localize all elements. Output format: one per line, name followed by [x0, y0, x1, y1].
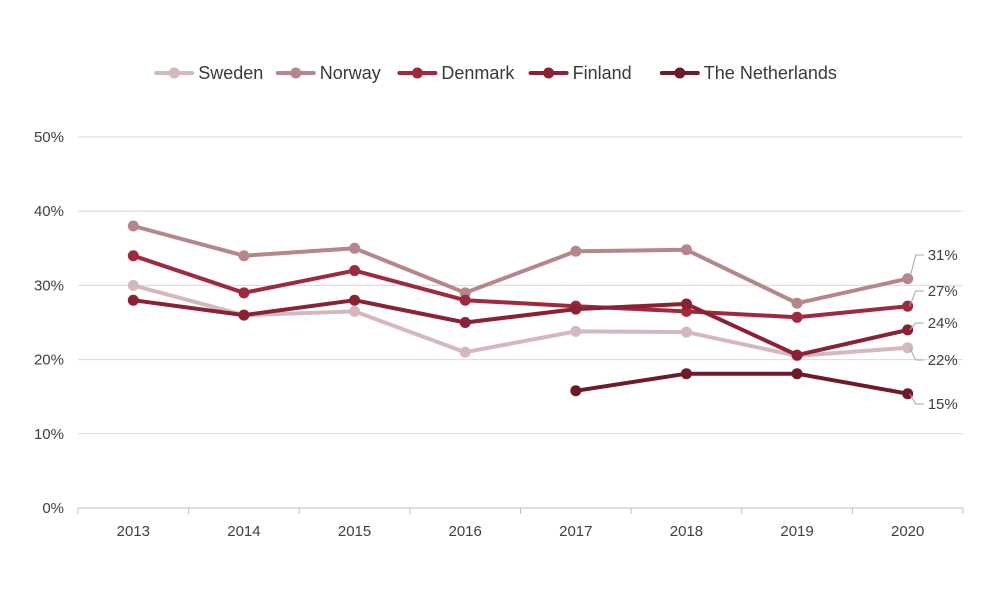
- data-point-denmark: [349, 265, 361, 277]
- series-line-sweden: [131, 283, 910, 358]
- data-point-denmark: [127, 250, 139, 262]
- data-point-norway: [902, 273, 914, 285]
- data-point-norway: [570, 245, 582, 257]
- legend-label: Denmark: [441, 63, 515, 83]
- data-point-sweden: [349, 305, 361, 317]
- data-point-finland: [349, 294, 361, 306]
- end-label-sweden: 22%: [928, 352, 958, 369]
- data-point-denmark: [459, 294, 471, 306]
- series-lines: [127, 220, 914, 400]
- data-point-the-netherlands: [902, 388, 914, 400]
- leader-line-sweden: [909, 347, 924, 361]
- data-point-finland: [902, 324, 914, 336]
- data-point-norway: [680, 244, 692, 256]
- axes: 0% 10% 20% 30% 40% 50% 2013 2014 2015 2016 2017 201…: [34, 129, 964, 540]
- data-point-norway: [127, 220, 139, 232]
- x-tick-label: 2019: [780, 523, 813, 540]
- data-point-norway: [349, 242, 361, 254]
- series-line-finland: [131, 298, 910, 358]
- legend-swatch-marker: [674, 67, 686, 79]
- legend-item-denmark: Denmark: [397, 63, 515, 83]
- series-line-norway: [131, 224, 910, 306]
- x-tick-label: 2016: [449, 523, 482, 540]
- y-tick-label: 0%: [42, 500, 64, 517]
- leader-line-finland: [909, 322, 924, 331]
- legend-item-norway: Norway: [275, 63, 381, 83]
- legend-swatch-marker: [290, 67, 302, 79]
- end-label-norway: 31%: [928, 247, 958, 264]
- series-norway: [127, 220, 914, 309]
- data-point-sweden: [680, 326, 692, 338]
- data-point-denmark: [238, 287, 250, 299]
- data-point-denmark: [791, 311, 803, 323]
- legend-label: Sweden: [198, 63, 263, 83]
- data-point-the-netherlands: [570, 385, 582, 397]
- y-tick-label: 20%: [34, 352, 64, 369]
- data-point-the-netherlands: [680, 368, 692, 380]
- legend-item-finland: Finland: [528, 63, 632, 83]
- x-tick-label: 2014: [227, 523, 260, 540]
- end-labels: 22% 31% 27% 24% 15%: [909, 247, 958, 413]
- gridlines: [78, 136, 963, 435]
- series-the-netherlands: [570, 368, 914, 400]
- legend-label: Norway: [320, 63, 381, 83]
- end-label-denmark: 27%: [928, 283, 958, 300]
- data-point-sweden: [127, 279, 139, 291]
- x-tick-label: 2018: [670, 523, 703, 540]
- series-line-denmark: [131, 253, 910, 320]
- leader-line-denmark: [909, 290, 924, 307]
- series-denmark: [127, 250, 914, 323]
- y-tick-label: 10%: [34, 426, 64, 443]
- y-tick-label: 40%: [34, 203, 64, 220]
- legend-swatch-marker: [168, 67, 180, 79]
- legend-swatch-marker: [411, 67, 423, 79]
- legend-item-sweden: Sweden: [154, 63, 263, 83]
- y-tick-label: 30%: [34, 277, 64, 294]
- data-point-norway: [791, 297, 803, 309]
- legend-swatch-marker: [543, 67, 555, 79]
- data-point-finland: [680, 298, 692, 310]
- data-point-norway: [238, 250, 250, 262]
- legend: Sweden Norway Denmark Finland The Netherland…: [154, 63, 837, 83]
- legend-item-the-netherlands: The Netherlands: [659, 63, 837, 83]
- data-point-finland: [570, 303, 582, 315]
- data-point-sweden: [570, 325, 582, 337]
- data-point-sweden: [459, 346, 471, 358]
- x-tick-label: 2017: [559, 523, 592, 540]
- end-label-the-netherlands: 15%: [928, 396, 958, 413]
- end-label-finland: 24%: [928, 315, 958, 332]
- data-point-sweden: [902, 342, 914, 354]
- series-line-the-netherlands: [573, 371, 910, 396]
- data-point-finland: [238, 309, 250, 321]
- leader-line-the-netherlands: [909, 393, 924, 405]
- data-point-finland: [791, 349, 803, 361]
- data-point-finland: [127, 294, 139, 306]
- data-point-the-netherlands: [791, 368, 803, 380]
- series-finland: [127, 294, 914, 361]
- x-tick-label: 2015: [338, 523, 371, 540]
- leader-line-norway: [909, 254, 924, 279]
- legend-label: The Netherlands: [704, 63, 837, 83]
- data-point-finland: [459, 317, 471, 328]
- x-tick-label: 2020: [891, 523, 924, 540]
- legend-label: Finland: [573, 63, 632, 83]
- x-tick-label: 2013: [117, 523, 150, 540]
- y-tick-label: 50%: [34, 129, 64, 146]
